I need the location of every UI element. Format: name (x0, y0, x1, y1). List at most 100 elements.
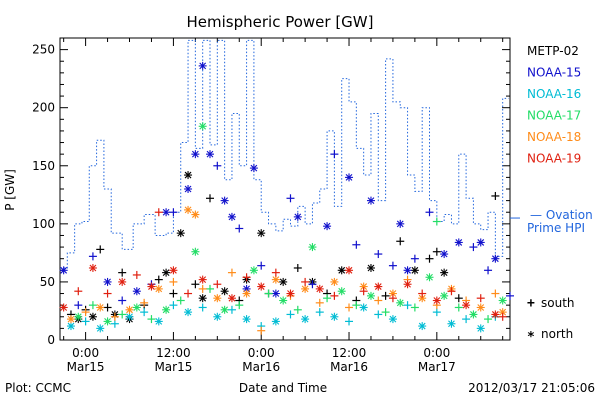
noaa-15-point-stroke (206, 150, 214, 158)
noaa-19-north-point (286, 289, 295, 298)
noaa-18-south-point (491, 289, 500, 298)
noaa-15-north-point (184, 185, 193, 193)
noaa-15-north-point (403, 266, 412, 275)
noaa-16-point-stroke (331, 313, 338, 321)
noaa-19-point-stroke (228, 294, 236, 302)
metp-02-point-stroke (440, 269, 448, 277)
noaa-19-north-point (118, 277, 127, 286)
metp-02-north-point (184, 171, 193, 180)
noaa-15-point-stroke (455, 239, 463, 246)
noaa-17-point-stroke (426, 273, 433, 281)
noaa-15-point-stroke (221, 197, 229, 205)
metp-02-north-point (198, 294, 207, 303)
noaa-15-point-stroke (60, 266, 68, 274)
y-axis-label: P [GW] (3, 169, 17, 211)
noaa-16-north-point (330, 312, 339, 321)
metp-02-south-point (454, 294, 463, 303)
noaa-18-south-point (257, 326, 266, 335)
noaa-16-point-stroke (272, 318, 280, 325)
noaa-16-point-stroke (184, 308, 192, 316)
noaa-19-north-point (403, 280, 412, 289)
noaa-16-point-stroke (448, 320, 455, 328)
x-tick-label-date: Mar15 (154, 360, 192, 374)
metp-02-north-point (366, 263, 375, 272)
noaa-19-point-stroke (287, 290, 294, 297)
noaa-15-point-stroke (184, 185, 192, 193)
noaa-15-north-point (454, 238, 463, 247)
noaa-19-north-point (227, 294, 236, 303)
noaa-19-point-stroke (316, 285, 324, 293)
metp-02-point-stroke (89, 313, 97, 321)
noaa-18-south-point (198, 284, 207, 293)
metp-02-south-point (491, 191, 500, 200)
legend-label-south: south (541, 296, 575, 310)
noaa-15-south-point (484, 266, 493, 275)
noaa-17-south-point (118, 310, 127, 319)
noaa-19-point-stroke (118, 278, 126, 286)
noaa-15-north-point (440, 250, 449, 259)
noaa-17-point-stroke (221, 306, 229, 314)
noaa-17-south-point (410, 303, 419, 312)
noaa-17-point-stroke (279, 297, 287, 304)
noaa-19-point-stroke (345, 266, 353, 274)
noaa-16-north-point (301, 315, 310, 324)
noaa-18-point-stroke (301, 285, 309, 293)
noaa-18-south-point (140, 298, 149, 307)
noaa-15-south-point (425, 208, 434, 217)
noaa-17-point-stroke (338, 287, 346, 295)
noaa-17-south-point (432, 217, 441, 226)
noaa-16-north-point (213, 312, 222, 321)
noaa-19-south-point (418, 289, 427, 298)
noaa-15-south-point (469, 243, 478, 252)
noaa-16-point-stroke (96, 324, 104, 332)
noaa-17-south-point (206, 284, 214, 293)
noaa-18-point-stroke (191, 211, 199, 218)
noaa-15-south-point (257, 261, 266, 270)
noaa-19-south-point (476, 294, 485, 303)
noaa-16-south-point (140, 308, 149, 317)
x-tick-label-time: 0:00 (423, 346, 450, 360)
footer-plot-credit: Plot: CCMC (5, 381, 71, 395)
noaa-18-north-point (184, 205, 193, 214)
noaa-16-north-point (447, 319, 456, 328)
noaa-18-south-point (315, 298, 324, 307)
noaa-18-point-stroke (96, 304, 104, 311)
noaa-16-north-point (66, 322, 75, 331)
noaa-19-north-point (432, 296, 441, 305)
x-axis-label: Date and Time (239, 381, 327, 395)
noaa-15-north-point (293, 212, 302, 221)
noaa-17-north-point (103, 317, 112, 326)
metp-02-point-stroke (411, 266, 419, 274)
noaa-18-south-point (227, 268, 236, 277)
noaa-15-point-stroke (440, 250, 448, 258)
noaa-19-south-point (103, 289, 112, 298)
noaa-16-south-point (227, 305, 236, 314)
noaa-18-point-stroke (272, 276, 280, 283)
legend-item-noaa-15: NOAA-15 (527, 66, 581, 80)
noaa-16-north-point (359, 303, 368, 312)
noaa-17-point-stroke (250, 266, 258, 274)
noaa-18-north-point (242, 289, 251, 298)
noaa-18-point-stroke (184, 206, 192, 214)
x-tick-label-date: Mar16 (330, 360, 368, 374)
noaa-19-south-point (132, 270, 141, 279)
noaa-19-south-point (447, 287, 456, 296)
metp-02-south-point (154, 275, 163, 284)
noaa-17-south-point (176, 296, 185, 305)
noaa-15-north-point (132, 287, 141, 296)
noaa-19-north-point (257, 282, 266, 291)
noaa-19-south-point (74, 287, 83, 296)
noaa-15-point-stroke (104, 278, 111, 286)
legend-item-noaa-17: NOAA-17 (527, 109, 581, 123)
noaa-17-north-point (279, 296, 288, 305)
noaa-19-point-stroke (374, 283, 382, 290)
noaa-16-point-stroke (477, 324, 485, 332)
noaa-15-north-point (476, 238, 485, 247)
metp-02-north-point (410, 266, 419, 275)
noaa-15-north-point (396, 219, 405, 228)
noaa-16-point-stroke (360, 304, 368, 311)
metp-02-south-point (293, 263, 302, 272)
noaa-16-point-stroke (67, 322, 75, 330)
noaa-15-point-stroke (396, 220, 404, 228)
noaa-15-point-stroke (250, 164, 258, 172)
